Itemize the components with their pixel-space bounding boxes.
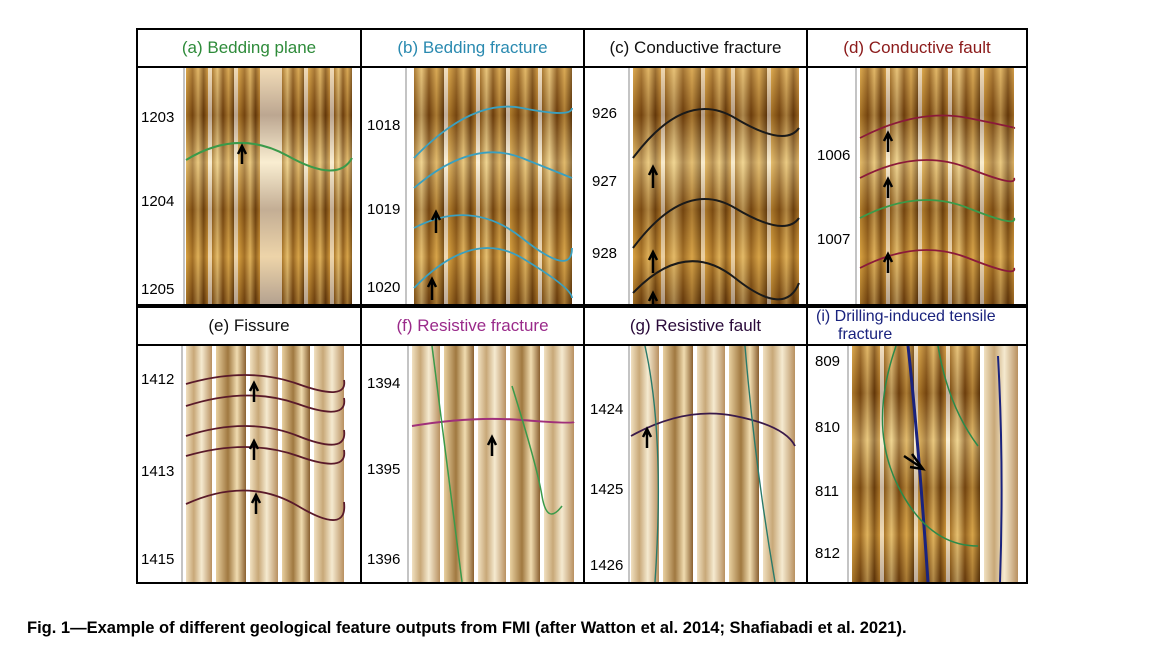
panel-b-depth-3: 1020 — [366, 280, 401, 296]
panel-c-title: (c) Conductive fracture — [585, 30, 806, 68]
panel-a-depth-1: 1203 — [140, 110, 175, 126]
panel-f-depth-2: 1395 — [366, 462, 401, 478]
panel-e-depth-3: 1415 — [140, 552, 175, 568]
panel-b: (b) Bedding fracture 1018 1019 1020 — [362, 30, 583, 304]
panel-b-fmi-log — [362, 68, 583, 304]
panel-c-image: 926 927 928 929 — [585, 68, 806, 304]
panel-f-title: (f) Resistive fracture — [362, 308, 583, 346]
figure-frame: (a) Bedding plane — [136, 28, 1028, 584]
panel-g: (g) Resistive fault 1424 1425 1426 — [585, 308, 806, 582]
panel-e: (e) Fissure 1412 1413 1415 — [138, 308, 360, 582]
panel-c-fmi-log — [585, 68, 806, 304]
panel-d-depth-1: 1006 — [816, 148, 851, 164]
panel-b-image: 1018 1019 1020 — [362, 68, 583, 304]
panel-b-title: (b) Bedding fracture — [362, 30, 583, 68]
panel-f: (f) Resistive fracture 1394 1395 1396 — [362, 308, 583, 582]
panel-g-depth-3: 1426 — [589, 558, 624, 574]
panel-i-depth-4: 812 — [814, 546, 841, 562]
panel-c-depth-2: 927 — [591, 174, 618, 190]
panel-d: (d) Conductive fault 1006 1007 1008 — [808, 30, 1026, 304]
panel-i: (i) Drilling-induced tensile fracture 80… — [808, 308, 1026, 582]
panel-b-depth-1: 1018 — [366, 118, 401, 134]
panel-a-depth-2: 1204 — [140, 194, 175, 210]
panel-e-depth-1: 1412 — [140, 372, 175, 388]
panel-g-depth-1: 1424 — [589, 402, 624, 418]
panel-i-depth-3: 811 — [814, 484, 840, 500]
panel-e-title: (e) Fissure — [138, 308, 360, 346]
panel-f-image: 1394 1395 1396 — [362, 346, 583, 582]
panel-e-depth-2: 1413 — [140, 464, 175, 480]
panel-f-depth-3: 1396 — [366, 552, 401, 568]
panel-i-depth-1: 809 — [814, 354, 841, 370]
panel-g-depth-2: 1425 — [589, 482, 624, 498]
panel-d-depth-2: 1007 — [816, 232, 851, 248]
figure-caption: Fig. 1—Example of different geological f… — [27, 619, 1157, 638]
panel-a-fmi-log — [138, 68, 360, 304]
panel-g-fmi-log — [585, 346, 806, 582]
panel-i-depth-2: 810 — [814, 420, 841, 436]
panel-b-depth-2: 1019 — [366, 202, 401, 218]
panel-c-depth-3: 928 — [591, 246, 618, 262]
panel-a: (a) Bedding plane — [138, 30, 360, 304]
panel-i-image: 809 810 811 812 — [808, 346, 1026, 582]
panel-c-depth-1: 926 — [591, 106, 618, 122]
panel-a-image: 1203 1204 1205 — [138, 68, 360, 304]
panel-i-title-line1: (i) Drilling-induced tensile — [816, 308, 996, 326]
panel-f-depth-1: 1394 — [366, 376, 401, 392]
panel-g-image: 1424 1425 1426 — [585, 346, 806, 582]
panel-c: (c) Conductive fracture 926 927 928 929 — [585, 30, 806, 304]
panel-d-title: (d) Conductive fault — [808, 30, 1026, 68]
panel-d-fmi-log — [808, 68, 1026, 304]
panel-a-title: (a) Bedding plane — [138, 30, 360, 68]
panel-d-image: 1006 1007 1008 — [808, 68, 1026, 304]
panel-i-title-line2: fracture — [816, 326, 892, 344]
panel-i-title: (i) Drilling-induced tensile fracture — [808, 308, 1026, 346]
panel-g-title: (g) Resistive fault — [585, 308, 806, 346]
panel-e-image: 1412 1413 1415 — [138, 346, 360, 582]
panel-a-depth-3: 1205 — [140, 282, 175, 298]
